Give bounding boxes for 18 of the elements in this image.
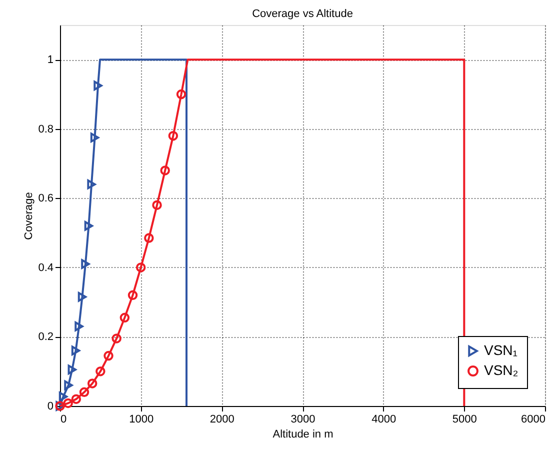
x-tick-label: 2000 (210, 414, 234, 426)
x-tick-label: 3000 (290, 414, 316, 426)
x-tick-label: 5000 (452, 414, 477, 426)
x-tick-label: 6000 (521, 414, 546, 426)
x-tick-label: 0 (60, 414, 67, 426)
y-tick-label: 0.4 (38, 262, 54, 274)
x-tick-label: 4000 (372, 414, 396, 426)
x-tick-label: 1000 (129, 414, 154, 426)
y-tick-label: 0.6 (38, 192, 54, 205)
y-tick-label: 1 (47, 54, 54, 66)
y-axis-title: Coverage (23, 192, 36, 240)
legend-label: VSN₁ (484, 342, 518, 358)
x-axis-title: Altitude in m (272, 428, 334, 440)
y-tick-label: 0.8 (38, 123, 54, 136)
y-tick-label: 0 (47, 400, 54, 412)
legend-label: VSN₂ (484, 362, 518, 378)
y-tick-label: 0.2 (38, 331, 54, 344)
chart-title: Coverage vs Altitude (252, 8, 353, 20)
